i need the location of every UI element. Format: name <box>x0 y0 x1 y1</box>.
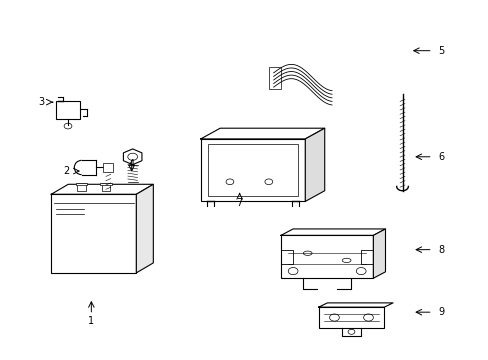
Text: 4: 4 <box>128 159 135 169</box>
Text: 7: 7 <box>236 198 242 208</box>
Text: 5: 5 <box>437 46 444 56</box>
Bar <box>318 307 384 328</box>
Text: 2: 2 <box>63 166 69 176</box>
Bar <box>207 144 297 196</box>
Text: 1: 1 <box>88 316 94 326</box>
Text: 3: 3 <box>38 97 44 107</box>
Text: 8: 8 <box>437 245 444 255</box>
Bar <box>102 183 110 191</box>
Text: 6: 6 <box>437 152 444 162</box>
Polygon shape <box>123 149 142 165</box>
Bar <box>201 139 305 202</box>
Bar <box>100 183 112 185</box>
Bar <box>56 102 80 119</box>
Text: 9: 9 <box>437 307 444 317</box>
Bar <box>77 183 86 191</box>
Polygon shape <box>372 229 385 278</box>
Bar <box>281 235 372 278</box>
Bar <box>103 163 113 172</box>
Bar <box>51 194 136 273</box>
Bar <box>76 183 87 185</box>
Polygon shape <box>136 184 153 273</box>
Polygon shape <box>305 128 324 202</box>
Bar <box>268 67 281 89</box>
